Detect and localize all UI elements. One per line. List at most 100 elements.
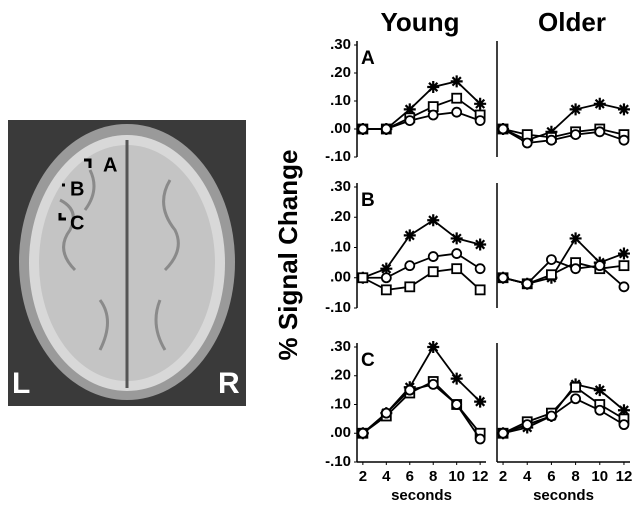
series-line — [363, 384, 480, 439]
y-tick-label: .10 — [330, 238, 351, 255]
series — [358, 94, 484, 134]
marker-circle — [452, 108, 461, 117]
marker-square — [452, 264, 461, 273]
marker-circle — [499, 429, 508, 438]
y-tick-label: .10 — [330, 395, 351, 412]
series-line — [503, 263, 624, 284]
region-label: A — [103, 154, 117, 176]
x-tick-label: 2 — [499, 468, 507, 485]
marker-circle — [571, 394, 580, 403]
marker-circle — [619, 282, 628, 291]
marker-circle — [382, 409, 391, 418]
marker-circle — [619, 420, 628, 429]
marker-star — [474, 238, 486, 250]
marker-star — [451, 232, 463, 244]
marker-circle — [358, 429, 367, 438]
x-tick-label: 6 — [406, 468, 414, 485]
y-tick-label: -.10 — [325, 453, 351, 470]
marker-circle — [523, 420, 532, 429]
x-tick-label: 2 — [359, 468, 367, 485]
marker-circle — [476, 116, 485, 125]
panel-label: B — [361, 190, 375, 211]
series — [497, 98, 630, 146]
marker-circle — [476, 264, 485, 273]
series — [499, 125, 629, 142]
marker-star — [594, 384, 606, 396]
x-tick-label: 6 — [547, 468, 555, 485]
x-tick-label: 12 — [616, 468, 633, 485]
marker-circle — [571, 264, 580, 273]
marker-star — [427, 214, 439, 226]
marker-circle — [499, 273, 508, 282]
series — [499, 255, 629, 291]
x-tick-label: 8 — [429, 468, 437, 485]
column-title: Young — [381, 7, 460, 37]
marker-circle — [405, 116, 414, 125]
y-tick-label: .20 — [330, 64, 351, 81]
marker-circle — [405, 386, 414, 395]
marker-square — [405, 282, 414, 291]
y-tick-label: -.10 — [325, 148, 351, 165]
marker-circle — [595, 127, 604, 136]
series — [358, 380, 484, 444]
marker-circle — [571, 130, 580, 139]
x-tick-label: 10 — [591, 468, 608, 485]
panel-label: A — [361, 48, 375, 69]
marker-circle — [429, 111, 438, 120]
y-tick-label: .30 — [330, 178, 351, 195]
x-axis-label: seconds — [391, 487, 452, 504]
marker-circle — [547, 412, 556, 421]
marker-star — [618, 103, 630, 115]
figure: A B C L R Young Older % Signal Change A.… — [0, 0, 636, 506]
marker-square — [452, 94, 461, 103]
series-line — [363, 112, 480, 129]
series — [358, 264, 484, 294]
marker-circle — [595, 261, 604, 270]
marker-star — [618, 248, 630, 260]
series-line — [503, 238, 624, 283]
series-line — [363, 382, 480, 434]
marker-circle — [452, 249, 461, 258]
series-line — [363, 81, 480, 129]
region-label: B — [70, 178, 84, 200]
marker-circle — [429, 380, 438, 389]
marker-star — [570, 232, 582, 244]
hemisphere-right: R — [218, 367, 240, 400]
y-tick-label: .10 — [330, 92, 351, 109]
marker-square — [358, 273, 367, 282]
marker-circle — [476, 435, 485, 444]
marker-circle — [547, 136, 556, 145]
y-tick-label: .00 — [330, 424, 351, 441]
series — [357, 214, 486, 283]
marker-square — [619, 261, 628, 270]
marker-circle — [358, 125, 367, 134]
x-axis-label: seconds — [533, 487, 594, 504]
y-tick-label: .00 — [330, 269, 351, 286]
marker-star — [404, 229, 416, 241]
panel-label: C — [361, 350, 375, 371]
marker-circle — [523, 279, 532, 288]
marker-square — [382, 285, 391, 294]
y-tick-label: .30 — [330, 338, 351, 355]
marker-circle — [382, 125, 391, 134]
marker-star — [594, 98, 606, 110]
marker-circle — [382, 273, 391, 282]
marker-circle — [595, 406, 604, 415]
series-line — [503, 260, 624, 287]
brain-image: A B C L R — [8, 120, 246, 406]
marker-circle — [452, 400, 461, 409]
y-tick-label: .30 — [330, 36, 351, 53]
y-tick-label: .00 — [330, 120, 351, 137]
marker-circle — [499, 125, 508, 134]
marker-circle — [429, 252, 438, 261]
y-tick-label: .20 — [330, 208, 351, 225]
x-tick-label: 4 — [523, 468, 532, 485]
y-axis-label: % Signal Change — [273, 150, 303, 361]
column-title: Older — [538, 7, 606, 37]
marker-square — [571, 383, 580, 392]
region-label: C — [70, 212, 84, 234]
marker-square — [476, 285, 485, 294]
x-tick-label: 8 — [571, 468, 579, 485]
x-tick-label: 4 — [382, 468, 391, 485]
x-tick-label: 12 — [472, 468, 489, 485]
